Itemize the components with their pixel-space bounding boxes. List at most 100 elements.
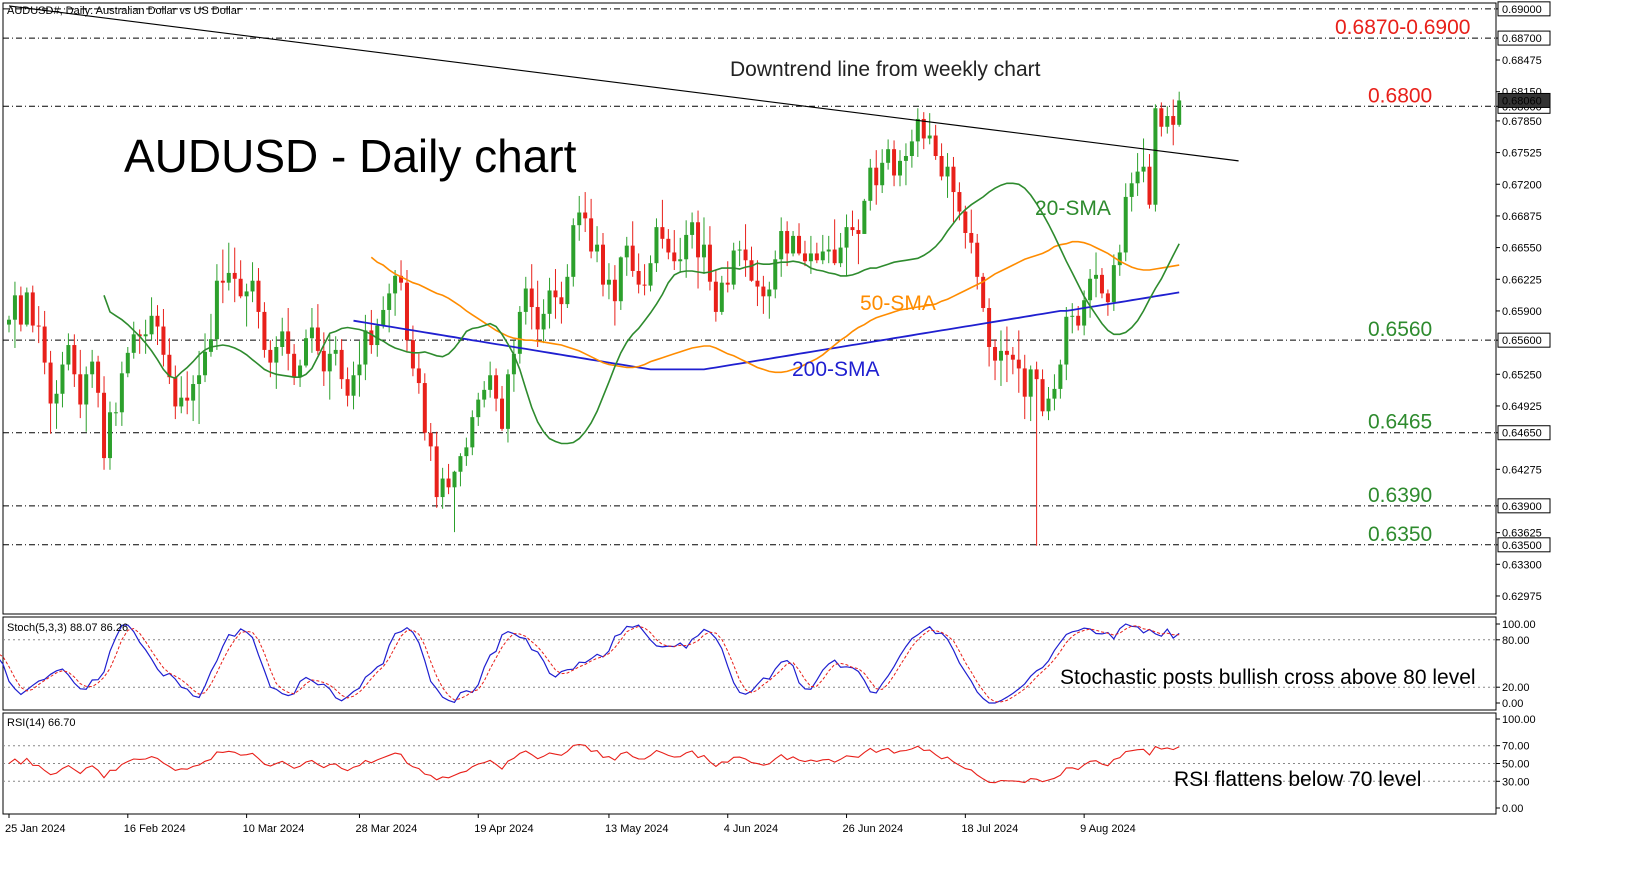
candle-body	[226, 272, 231, 283]
level-label: 0.6870-0.6900	[1335, 16, 1470, 39]
level-tag-label: 0.63900	[1502, 501, 1542, 513]
candle-body	[791, 235, 796, 254]
candle-body	[1016, 359, 1021, 369]
candle-body	[1129, 183, 1134, 197]
candle-body	[713, 281, 718, 312]
sma50-label: 50-SMA	[860, 292, 936, 315]
level-label: 0.6560	[1368, 318, 1432, 341]
candle-body	[363, 330, 368, 365]
candle-body	[482, 389, 487, 400]
candle-body	[1040, 379, 1045, 412]
candle-body	[1058, 364, 1063, 389]
candle-body	[1147, 166, 1152, 205]
date-tick-label: 16 Feb 2024	[124, 823, 186, 835]
candle-body	[119, 373, 124, 413]
candle-body	[624, 245, 629, 258]
candle-body	[547, 290, 552, 314]
candle-body	[399, 275, 404, 283]
candle-body	[24, 292, 29, 325]
chart-header: AUDUSD#, Daily: Australian Dollar vs US …	[7, 5, 241, 17]
chart-title: AUDUSD - Daily chart	[124, 130, 577, 182]
price-axis-tick-label: 0.64925	[1502, 401, 1542, 413]
candle-body	[642, 284, 647, 286]
candle-body	[529, 288, 534, 308]
date-tick-label: 9 Aug 2024	[1080, 823, 1136, 835]
candle-body	[292, 353, 297, 378]
candle-body	[458, 456, 463, 472]
candle-body	[1123, 196, 1128, 253]
price-axis-tick-label: 0.62975	[1502, 591, 1542, 603]
price-axis-tick-label: 0.68475	[1502, 55, 1542, 67]
candle-body	[173, 377, 178, 407]
candle-body	[149, 315, 154, 335]
candle-body	[915, 118, 920, 142]
candle-body	[909, 141, 914, 156]
candle-body	[1088, 278, 1093, 301]
candle-body	[416, 368, 421, 384]
candle-body	[1117, 252, 1122, 266]
candle-body	[826, 249, 831, 252]
candle-body	[1070, 315, 1075, 317]
candle-body	[1064, 316, 1069, 365]
candle-body	[892, 149, 897, 176]
candle-body	[54, 393, 59, 404]
stoch-axis-tick-label: 0.00	[1502, 698, 1523, 710]
price-axis-tick-label: 0.67200	[1502, 179, 1542, 191]
candle-body	[1153, 108, 1158, 205]
candle-body	[571, 225, 576, 277]
level-tag-label: 0.63500	[1502, 540, 1542, 552]
level-label: 0.6350	[1368, 523, 1432, 546]
candle-body	[511, 353, 516, 375]
candle-body	[107, 412, 112, 459]
candle-body	[583, 212, 588, 219]
candle-body	[975, 242, 980, 277]
candle-body	[422, 383, 427, 433]
price-axis-tick-label: 0.66225	[1502, 274, 1542, 286]
stoch-axis-tick-label: 20.00	[1502, 682, 1530, 694]
candle-body	[274, 346, 279, 363]
candle-body	[256, 280, 261, 312]
candle-body	[998, 350, 1003, 361]
candle-body	[903, 155, 908, 161]
candle-body	[1165, 116, 1170, 127]
candle-body	[500, 398, 505, 429]
candle-body	[808, 253, 813, 262]
candle-body	[333, 349, 338, 354]
candle-body	[185, 397, 190, 401]
candle-body	[850, 227, 855, 231]
candle-body	[179, 397, 184, 407]
candle-body	[446, 478, 451, 488]
candle-body	[1141, 166, 1146, 172]
candle-body	[565, 276, 570, 305]
candle-body	[719, 282, 724, 312]
date-tick-label: 25 Jan 2024	[5, 823, 66, 835]
candle-body	[1094, 274, 1099, 279]
candle-body	[797, 235, 802, 254]
price-axis-tick-label: 0.65250	[1502, 369, 1542, 381]
rsi-axis-tick-label: 30.00	[1502, 776, 1530, 788]
rsi-axis-tick-label: 70.00	[1502, 741, 1530, 753]
sma200-label: 200-SMA	[792, 358, 880, 381]
candle-body	[339, 349, 344, 380]
price-axis-tick-label: 0.65900	[1502, 306, 1542, 318]
candle-body	[494, 375, 499, 399]
stoch-header: Stoch(5,3,3) 88.07 86.26	[7, 622, 128, 634]
candle-body	[589, 218, 594, 252]
candle-body	[214, 280, 219, 340]
candle-body	[814, 253, 819, 261]
level-label: 0.6800	[1368, 84, 1432, 107]
candle-body	[96, 361, 101, 393]
candle-body	[844, 227, 849, 248]
candle-body	[1177, 100, 1182, 125]
candle-body	[90, 361, 95, 375]
candle-body	[36, 325, 41, 327]
candle-body	[48, 362, 53, 404]
candle-body	[375, 325, 380, 346]
candle-body	[381, 309, 386, 326]
candle-body	[606, 279, 611, 285]
candle-body	[696, 222, 701, 258]
candle-body	[832, 249, 837, 264]
candle-body	[60, 364, 65, 394]
candle-body	[470, 417, 475, 448]
